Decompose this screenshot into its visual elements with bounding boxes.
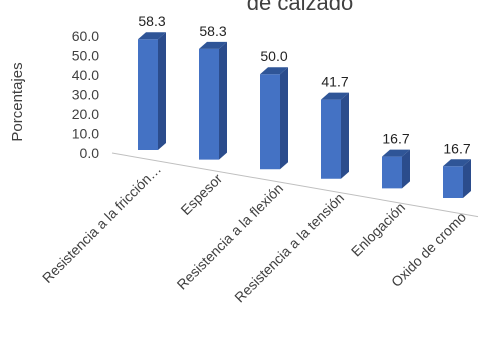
data-label: 58.3	[138, 13, 165, 29]
data-label: 16.7	[443, 140, 470, 156]
bar-front-face	[199, 48, 219, 160]
bar-2	[199, 41, 227, 160]
bar-top-face	[199, 41, 227, 49]
bar-side-face	[158, 32, 166, 151]
bar-top-face	[138, 32, 166, 40]
bar-5	[382, 149, 410, 189]
bar-front-face	[138, 39, 158, 151]
data-label: 58.3	[199, 23, 226, 39]
bar-side-face	[341, 92, 349, 179]
y-axis-label: Porcentajes	[9, 62, 26, 141]
bar-front-face	[260, 74, 280, 170]
category-label: Enlogación	[348, 199, 408, 259]
data-label: 41.7	[321, 74, 348, 90]
bar-front-face	[321, 99, 341, 179]
category-label: Espesor	[177, 170, 225, 218]
y-tick-label: 20.0	[72, 106, 99, 122]
category-label: Oxido de cromo	[388, 209, 469, 290]
x-axis-line	[111, 152, 479, 218]
y-axis-ticks: 0.0 10.0 20.0 30.0 40.0 50.0 60.0	[72, 28, 99, 161]
bar-3	[260, 67, 288, 170]
data-label: 16.7	[382, 131, 409, 147]
bar-side-face	[219, 41, 227, 160]
y-tick-label: 0.0	[80, 145, 100, 161]
bar-top-face	[260, 67, 288, 75]
bar-1	[138, 32, 166, 151]
y-tick-label: 10.0	[72, 126, 99, 142]
bar-6	[443, 159, 471, 198]
category-label: Resistencia a la fricción…	[39, 161, 164, 286]
bars	[138, 32, 471, 198]
bar-top-face	[321, 92, 349, 100]
bar-side-face	[280, 67, 288, 170]
bar-front-face	[443, 166, 463, 198]
bar-top-face	[443, 159, 471, 167]
bar-front-face	[382, 156, 402, 189]
y-tick-label: 60.0	[72, 28, 99, 44]
bar-4	[321, 92, 349, 179]
y-tick-label: 30.0	[72, 87, 99, 103]
y-tick-label: 50.0	[72, 48, 99, 64]
bar-top-face	[382, 149, 410, 157]
chart-title: de calzado	[247, 0, 353, 15]
bar-side-face	[402, 149, 410, 189]
y-tick-label: 40.0	[72, 67, 99, 83]
data-labels: 58.3 58.3 50.0 41.7 16.7 16.7	[138, 13, 470, 156]
bar-side-face	[463, 159, 471, 198]
data-label: 50.0	[260, 48, 287, 64]
x-axis-floor	[111, 152, 479, 218]
